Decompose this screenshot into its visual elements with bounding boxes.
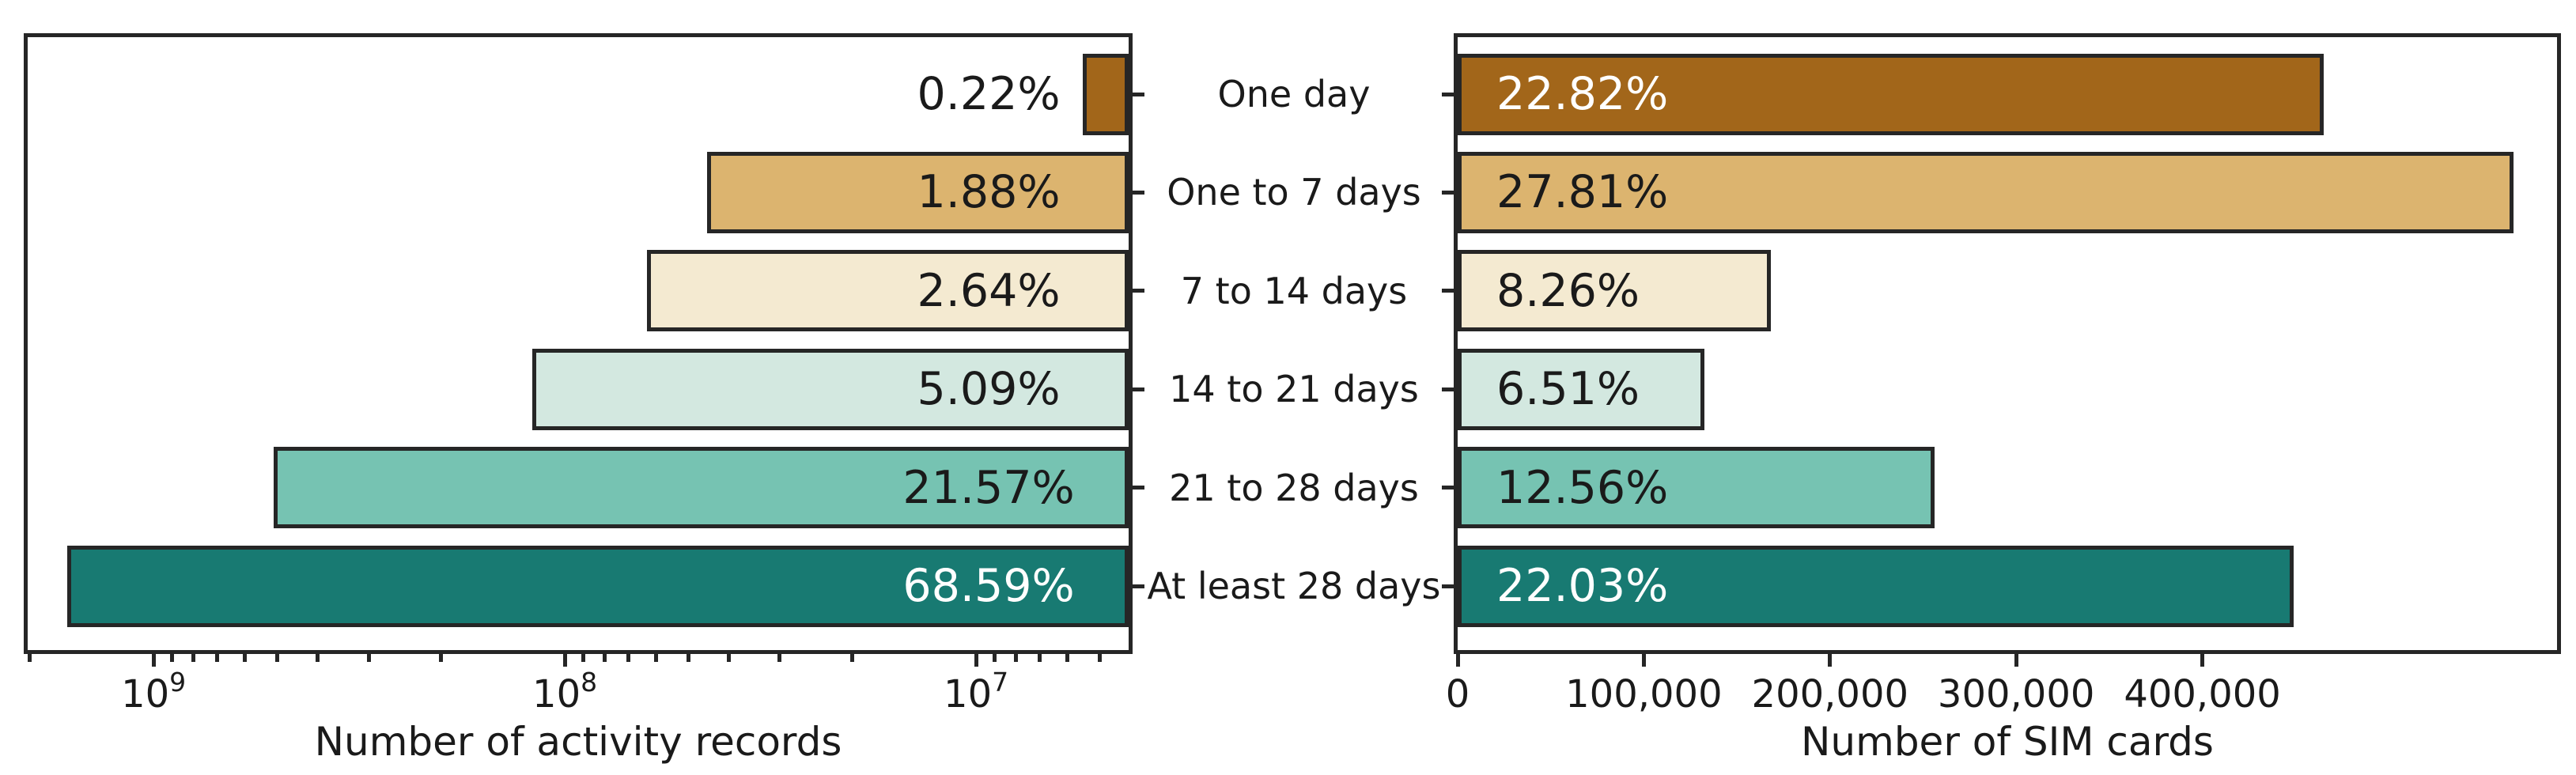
right-percent-label: 22.82% <box>1496 68 1669 120</box>
left-x-minor-tick <box>315 654 320 662</box>
right-x-tick-label: 200,000 <box>1751 672 1909 716</box>
right-bar-2 <box>1458 250 1772 332</box>
left-y-tick <box>1133 387 1144 391</box>
left-x-minor-tick <box>1013 654 1018 662</box>
left-x-minor-tick <box>366 654 371 662</box>
left-x-major-tick <box>562 654 567 667</box>
left-x-minor-tick <box>242 654 247 662</box>
left-x-minor-tick <box>993 654 997 662</box>
left-y-tick <box>1133 289 1144 293</box>
right-x-major-tick <box>1455 654 1460 667</box>
right-percent-label: 27.81% <box>1496 166 1669 219</box>
right-bar-1 <box>1458 151 2514 233</box>
left-y-tick <box>1133 584 1144 588</box>
category-label-4: 21 to 28 days <box>1169 466 1419 509</box>
category-label-3: 14 to 21 days <box>1169 368 1419 411</box>
left-x-minor-tick <box>687 654 691 662</box>
left-x-minor-tick <box>1065 654 1069 662</box>
category-label-1: One to 7 days <box>1167 171 1421 214</box>
right-y-tick <box>1442 190 1454 195</box>
left-percent-label: 68.59% <box>902 560 1075 612</box>
left-bar-3 <box>531 348 1129 430</box>
left-x-minor-tick <box>777 654 782 662</box>
left-x-minor-tick <box>170 654 175 662</box>
right-x-major-tick <box>1641 654 1646 667</box>
right-y-tick <box>1442 289 1454 293</box>
right-percent-label: 6.51% <box>1496 363 1640 416</box>
right-bar-4 <box>1458 447 1935 529</box>
left-x-minor-tick <box>439 654 444 662</box>
left-x-minor-tick <box>726 654 731 662</box>
left-x-major-tick <box>151 654 156 667</box>
left-x-tick-label: 107 <box>944 667 1009 716</box>
right-bar-0 <box>1458 53 2324 135</box>
left-y-tick <box>1133 486 1144 490</box>
left-percent-label: 5.09% <box>917 363 1061 416</box>
left-x-tick-label: 109 <box>121 667 187 716</box>
left-percent-label: 2.64% <box>917 264 1061 317</box>
right-x-tick-label: 400,000 <box>2124 672 2281 716</box>
right-y-tick <box>1442 486 1454 490</box>
left-x-tick-label: 108 <box>532 667 598 716</box>
right-x-tick-label: 0 <box>1445 672 1470 716</box>
left-bar-5 <box>67 545 1129 627</box>
category-label-5: At least 28 days <box>1147 565 1441 607</box>
left-x-minor-tick <box>653 654 658 662</box>
left-x-minor-tick <box>581 654 586 662</box>
left-x-minor-tick <box>1038 654 1042 662</box>
right-bar-5 <box>1458 545 2294 627</box>
left-y-tick <box>1133 92 1144 96</box>
left-bar-0 <box>1083 53 1129 135</box>
left-x-minor-tick <box>1098 654 1103 662</box>
left-x-minor-tick <box>602 654 607 662</box>
left-x-minor-tick <box>850 654 855 662</box>
left-percent-label: 1.88% <box>917 166 1061 219</box>
left-x-major-tick <box>974 654 978 667</box>
category-label-0: One day <box>1217 73 1371 115</box>
right-x-tick-label: 100,000 <box>1565 672 1723 716</box>
left-x-minor-tick <box>626 654 631 662</box>
left-bar-4 <box>274 447 1129 529</box>
left-x-minor-tick <box>191 654 195 662</box>
right-percent-label: 22.03% <box>1496 560 1669 612</box>
right-x-major-tick <box>1828 654 1833 667</box>
left-bar-2 <box>647 250 1129 332</box>
right-x-major-tick <box>2014 654 2018 667</box>
right-percent-label: 8.26% <box>1496 264 1640 317</box>
left-percent-label: 21.57% <box>902 461 1075 514</box>
left-percent-label: 0.22% <box>917 68 1061 120</box>
left-y-tick <box>1133 190 1144 195</box>
right-y-tick <box>1442 92 1454 96</box>
right-percent-label: 12.56% <box>1496 461 1669 514</box>
right-y-tick <box>1442 387 1454 391</box>
left-x-minor-tick <box>215 654 220 662</box>
right-x-major-tick <box>2200 654 2205 667</box>
left-x-minor-tick <box>28 654 32 662</box>
left-bar-1 <box>707 151 1129 233</box>
left-x-axis-title: Number of activity records <box>314 719 842 765</box>
right-bar-3 <box>1458 348 1705 430</box>
category-label-2: 7 to 14 days <box>1180 269 1408 312</box>
left-x-minor-tick <box>275 654 280 662</box>
right-y-tick <box>1442 584 1454 588</box>
right-x-tick-label: 300,000 <box>1937 672 2095 716</box>
right-x-axis-title: Number of SIM cards <box>1801 719 2214 765</box>
